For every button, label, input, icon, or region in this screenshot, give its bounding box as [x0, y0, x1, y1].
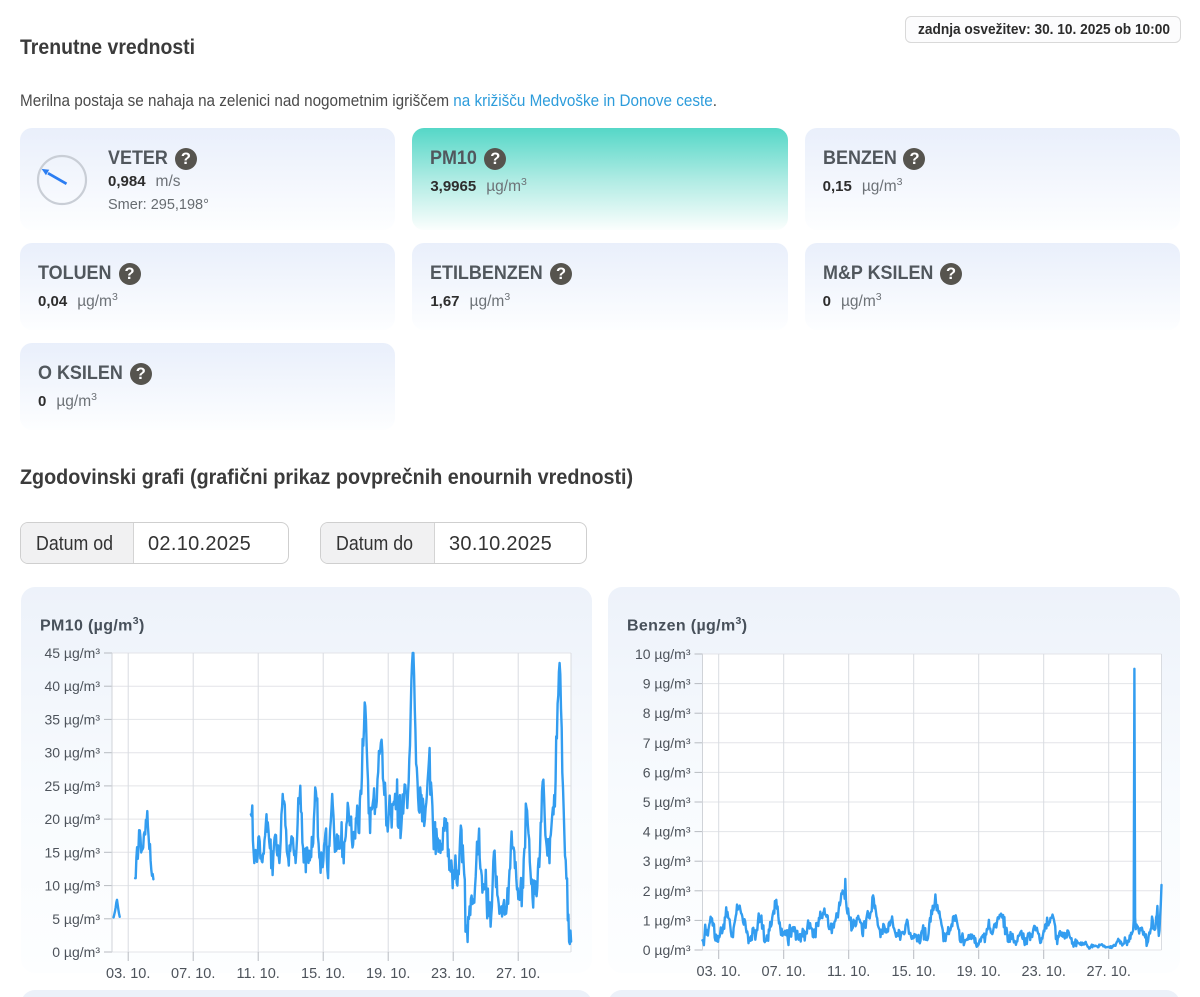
svg-text:27. 10.: 27. 10. — [1087, 964, 1131, 980]
svg-text:35 µg/m³: 35 µg/m³ — [44, 711, 100, 727]
svg-text:27. 10.: 27. 10. — [496, 966, 540, 982]
svg-text:2 µg/m³: 2 µg/m³ — [643, 883, 691, 899]
svg-text:1 µg/m³: 1 µg/m³ — [643, 912, 691, 928]
svg-text:45 µg/m³: 45 µg/m³ — [44, 645, 100, 661]
svg-text:8 µg/m³: 8 µg/m³ — [643, 705, 691, 721]
svg-text:15 µg/m³: 15 µg/m³ — [44, 844, 100, 860]
svg-text:3 µg/m³: 3 µg/m³ — [643, 853, 691, 869]
svg-text:11. 10.: 11. 10. — [827, 964, 870, 980]
svg-text:03. 10.: 03. 10. — [697, 964, 741, 980]
svg-text:19. 10.: 19. 10. — [366, 966, 410, 982]
svg-text:03. 10.: 03. 10. — [106, 966, 150, 982]
svg-text:5 µg/m³: 5 µg/m³ — [52, 911, 100, 927]
svg-text:5 µg/m³: 5 µg/m³ — [643, 794, 691, 810]
svg-text:23. 10.: 23. 10. — [431, 966, 475, 982]
svg-text:40 µg/m³: 40 µg/m³ — [44, 678, 100, 694]
svg-text:19. 10.: 19. 10. — [957, 964, 1001, 980]
svg-text:6 µg/m³: 6 µg/m³ — [643, 764, 691, 780]
svg-text:07. 10.: 07. 10. — [171, 966, 215, 982]
svg-text:07. 10.: 07. 10. — [762, 964, 806, 980]
svg-text:10 µg/m³: 10 µg/m³ — [635, 646, 691, 662]
svg-text:15. 10.: 15. 10. — [301, 966, 345, 982]
svg-text:10 µg/m³: 10 µg/m³ — [44, 878, 100, 894]
svg-text:0 µg/m³: 0 µg/m³ — [52, 944, 100, 960]
svg-text:25 µg/m³: 25 µg/m³ — [44, 778, 100, 794]
svg-text:15. 10.: 15. 10. — [892, 964, 936, 980]
svg-text:4 µg/m³: 4 µg/m³ — [643, 824, 691, 840]
svg-text:9 µg/m³: 9 µg/m³ — [643, 676, 691, 692]
svg-text:30 µg/m³: 30 µg/m³ — [44, 745, 100, 761]
svg-text:11. 10.: 11. 10. — [237, 966, 280, 982]
svg-text:23. 10.: 23. 10. — [1022, 964, 1066, 980]
svg-text:7 µg/m³: 7 µg/m³ — [643, 735, 691, 751]
svg-text:0 µg/m³: 0 µg/m³ — [643, 942, 691, 958]
svg-text:20 µg/m³: 20 µg/m³ — [44, 811, 100, 827]
